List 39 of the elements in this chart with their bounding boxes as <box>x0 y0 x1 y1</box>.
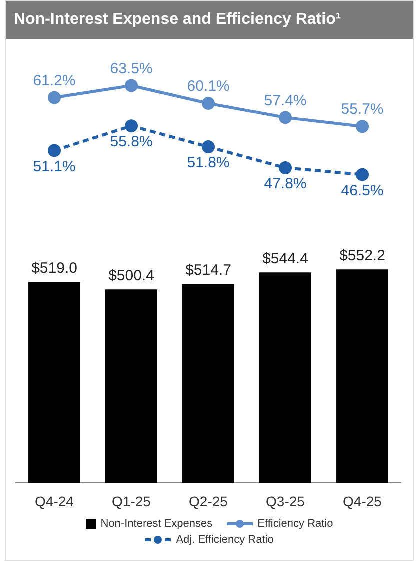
point <box>125 79 138 92</box>
data-label: $514.7 <box>186 262 232 279</box>
data-label: 55.8% <box>110 134 153 151</box>
point <box>202 140 215 154</box>
x-tick-label: Q1-25 <box>112 493 152 510</box>
bar <box>336 270 388 484</box>
data-label: $500.4 <box>108 267 154 284</box>
data-label: 57.4% <box>264 92 307 110</box>
point <box>356 120 369 134</box>
data-label: 63.5% <box>110 60 153 78</box>
legend-label: Adj. Efficiency Ratio <box>176 534 274 546</box>
chart-title: Non-Interest Expense and Efficiency Ratio¹ <box>6 1 413 39</box>
data-label: $519.0 <box>32 260 78 278</box>
x-tick-label: Q4-24 <box>35 493 74 510</box>
point <box>279 162 292 175</box>
legend-label: Efficiency Ratio <box>258 518 334 530</box>
data-label: 47.8% <box>264 176 307 193</box>
bar <box>182 284 234 484</box>
bar <box>28 282 80 484</box>
x-tick-label: Q4-25 <box>343 493 382 510</box>
data-label: 60.1% <box>187 78 230 96</box>
bar <box>260 272 312 484</box>
legend-label: Non-Interest Expenses <box>100 518 213 530</box>
bar <box>106 290 158 484</box>
point <box>279 111 292 124</box>
data-label: $544.4 <box>262 250 308 268</box>
point <box>356 168 369 182</box>
point <box>48 91 61 104</box>
data-label: 61.2% <box>33 72 76 90</box>
data-label: 51.1% <box>33 158 76 176</box>
data-label: 46.5% <box>341 182 384 200</box>
data-label: 51.8% <box>187 154 230 172</box>
x-tick-label: Q3-25 <box>266 493 306 510</box>
point <box>125 120 138 133</box>
point <box>48 144 61 158</box>
x-tick-label: Q2-25 <box>189 493 228 510</box>
data-label: 55.7% <box>341 101 384 118</box>
point <box>202 97 215 110</box>
data-label: $552.2 <box>340 247 386 264</box>
